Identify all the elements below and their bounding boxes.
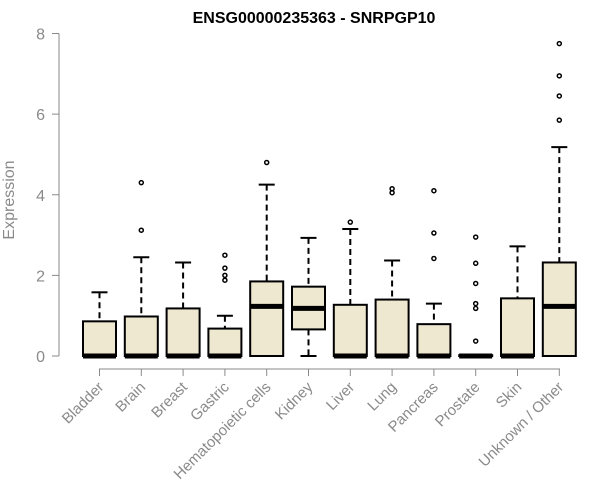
box-body	[165, 307, 201, 357]
box-body	[123, 315, 159, 357]
outlier-point	[556, 93, 563, 99]
x-tick-label-breast: Breast	[148, 378, 191, 421]
box-body	[249, 280, 285, 357]
x-tick-label-kidney: Kidney	[272, 378, 317, 423]
chart-title: ENSG00000235363 - SNRPGP10	[193, 10, 436, 27]
box-hematopoietic-cells	[249, 159, 285, 357]
box-liver	[332, 219, 368, 359]
outlier-point	[431, 187, 437, 194]
outlier-point	[222, 272, 228, 279]
outlier-point	[389, 185, 395, 192]
box-brain	[123, 179, 159, 359]
box-body	[207, 327, 243, 357]
box-body	[332, 303, 368, 358]
x-tick-label-liver: Liver	[323, 379, 358, 414]
outlier-point	[472, 338, 479, 344]
x-tick-label-skin: Skin	[493, 379, 526, 412]
outlier-point	[138, 227, 145, 233]
y-tick-label: 0	[36, 349, 45, 366]
x-tick-label-prostate: Prostate	[432, 379, 484, 431]
box-body	[374, 298, 410, 357]
box-pancreas	[416, 187, 452, 359]
outlier-point	[347, 219, 354, 225]
x-tick-label-brain: Brain	[112, 379, 149, 416]
y-tick-label: 8	[36, 27, 45, 44]
y-tick-label: 6	[36, 107, 45, 124]
x-tick-label-bladder: Bladder	[59, 379, 108, 428]
plot-area	[82, 40, 577, 359]
y-axis-label: Expression	[1, 160, 18, 239]
box-prostate	[458, 234, 494, 359]
outlier-point	[222, 252, 228, 258]
box-kidney	[291, 236, 326, 357]
outlier-point	[556, 40, 563, 47]
box-body	[500, 297, 535, 357]
y-ticks: 0 2 4 6 8	[36, 27, 59, 366]
outlier-point	[431, 230, 437, 236]
box-body	[541, 261, 577, 358]
outlier-point	[472, 305, 479, 312]
outlier-point	[472, 280, 479, 287]
y-tick-label: 2	[36, 268, 45, 285]
x-tick-label-lung: Lung	[364, 379, 400, 415]
box-skin	[500, 245, 535, 359]
outlier-point	[431, 255, 437, 262]
outlier-point	[472, 300, 479, 307]
box-gastric	[207, 252, 243, 359]
box-body	[416, 323, 452, 358]
outlier-point	[472, 234, 479, 240]
outlier-point	[472, 260, 479, 267]
box-body	[82, 320, 117, 357]
outlier-point	[556, 117, 563, 123]
box-breast	[165, 261, 201, 359]
box-unknown-other	[541, 40, 577, 358]
box-lung	[374, 185, 410, 359]
outlier-point	[138, 179, 145, 186]
outlier-point	[556, 73, 563, 79]
outlier-point	[222, 277, 228, 283]
outlier-point	[263, 159, 270, 166]
outlier-point	[222, 265, 228, 271]
y-tick-label: 4	[36, 188, 45, 205]
box-bladder	[82, 291, 117, 359]
